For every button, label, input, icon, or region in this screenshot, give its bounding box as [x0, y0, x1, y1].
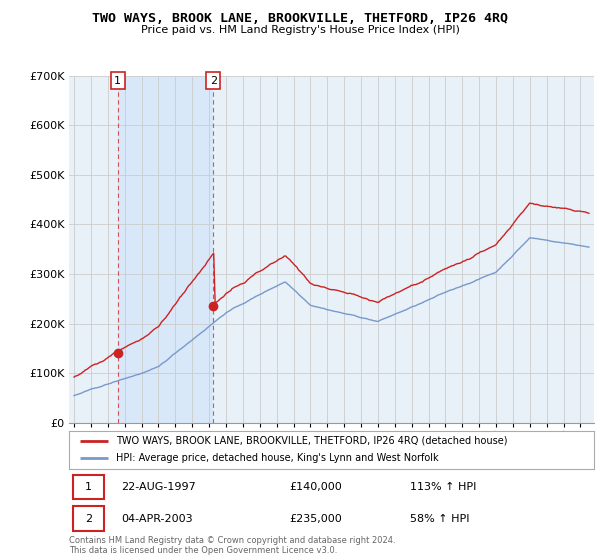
Text: 04-APR-2003: 04-APR-2003 — [121, 514, 193, 524]
FancyBboxPatch shape — [73, 475, 104, 500]
FancyBboxPatch shape — [73, 506, 104, 531]
Text: HPI: Average price, detached house, King's Lynn and West Norfolk: HPI: Average price, detached house, King… — [116, 454, 439, 464]
Text: 22-AUG-1997: 22-AUG-1997 — [121, 482, 196, 492]
Text: 1: 1 — [85, 482, 92, 492]
Bar — [118, 76, 214, 423]
Text: 2: 2 — [85, 514, 92, 524]
Text: 1: 1 — [114, 76, 121, 86]
Text: 113% ↑ HPI: 113% ↑ HPI — [410, 482, 476, 492]
Text: TWO WAYS, BROOK LANE, BROOKVILLE, THETFORD, IP26 4RQ: TWO WAYS, BROOK LANE, BROOKVILLE, THETFO… — [92, 12, 508, 25]
Text: Price paid vs. HM Land Registry's House Price Index (HPI): Price paid vs. HM Land Registry's House … — [140, 25, 460, 35]
Text: £140,000: £140,000 — [290, 482, 342, 492]
Text: 58% ↑ HPI: 58% ↑ HPI — [410, 514, 470, 524]
Text: TWO WAYS, BROOK LANE, BROOKVILLE, THETFORD, IP26 4RQ (detached house): TWO WAYS, BROOK LANE, BROOKVILLE, THETFO… — [116, 436, 508, 446]
Text: £235,000: £235,000 — [290, 514, 342, 524]
Text: Contains HM Land Registry data © Crown copyright and database right 2024.
This d: Contains HM Land Registry data © Crown c… — [69, 536, 395, 556]
Text: 2: 2 — [210, 76, 217, 86]
